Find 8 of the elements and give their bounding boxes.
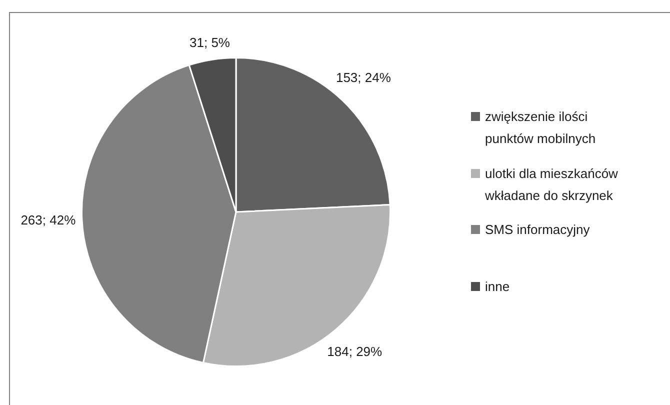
data-label: 263; 42% — [20, 212, 76, 228]
legend-label: SMS informacyjny — [485, 221, 591, 239]
legend-label: inne — [485, 278, 511, 296]
data-label: 31; 5% — [190, 34, 230, 50]
legend-label: zwiększenie ilości punktów mobilnych — [485, 108, 597, 148]
legend-label: ulotki dla mieszkańców wkładane do skrzynek — [485, 164, 619, 205]
data-label: 184; 29% — [327, 344, 383, 359]
data-label: 153; 24% — [336, 70, 392, 85]
